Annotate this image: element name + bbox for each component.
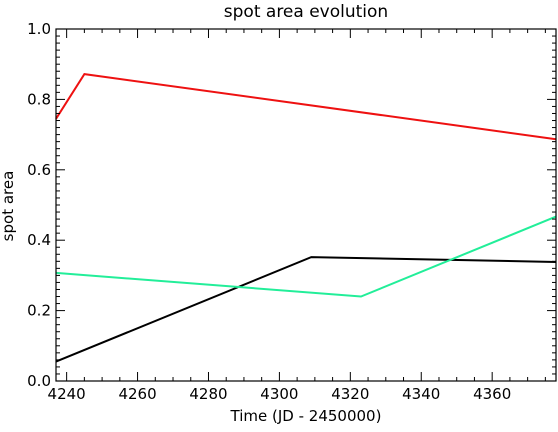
- x-axis-title: Time (JD - 2450000): [230, 407, 382, 425]
- y-tick-label: 0.8: [27, 90, 51, 108]
- x-tick-label: 4340: [402, 385, 440, 403]
- tick-layer: 4240 4260 4280 4300 4320 4340 4360 0.0 0.2 0.4 0.6…: [27, 20, 556, 403]
- series-line-3: [55, 215, 557, 298]
- series-layer: [55, 73, 557, 363]
- y-tick-label: 1.0: [27, 20, 51, 38]
- y-tick-label: 0.0: [27, 372, 51, 390]
- y-tick-label: 0.4: [27, 231, 51, 249]
- plot-frame: [55, 28, 557, 382]
- series-line-2: [55, 256, 557, 363]
- x-tick-label: 4300: [260, 385, 298, 403]
- chart-title: spot area evolution: [224, 2, 388, 22]
- y-tick-label: 0.2: [27, 302, 51, 320]
- x-tick-label: 4260: [118, 385, 156, 403]
- series-line-1: [55, 73, 557, 141]
- y-axis-title: spot area: [0, 171, 17, 242]
- x-tick-label: 4240: [48, 385, 86, 403]
- y-tick-label: 0.6: [27, 161, 51, 179]
- x-tick-label: 4360: [473, 385, 511, 403]
- x-tick-label: 4320: [331, 385, 369, 403]
- x-tick-label: 4280: [189, 385, 227, 403]
